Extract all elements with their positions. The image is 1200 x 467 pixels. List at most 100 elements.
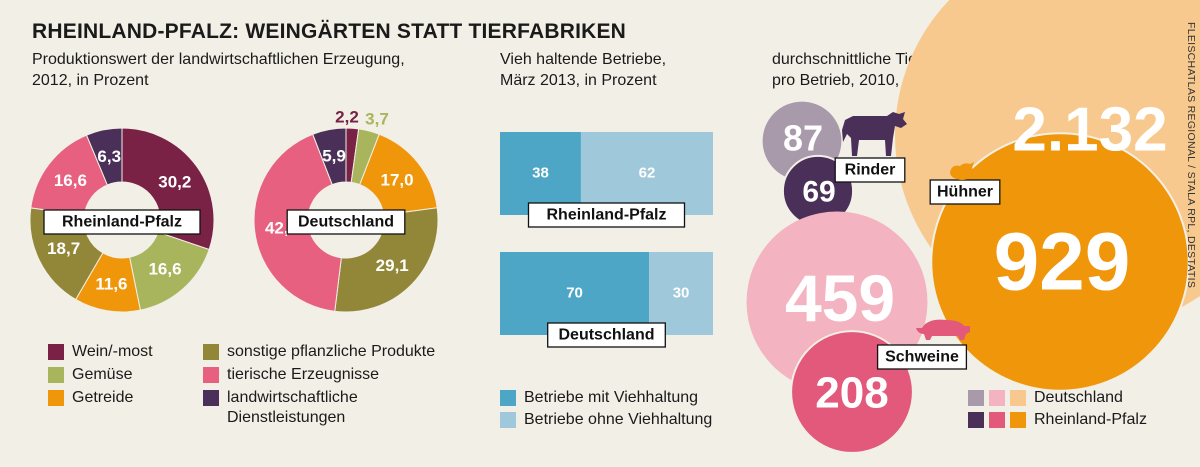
donut-title-deutschland-text: Deutschland <box>298 214 394 231</box>
chicken-icon <box>950 162 974 180</box>
legend-swatch-de-pigs <box>989 390 1005 406</box>
donut-value-rheinland-pfalz-wein-most: 30,2 <box>158 173 191 192</box>
bubble-group-label-schweine: Schweine <box>876 344 968 370</box>
legend-swatch-animal-products <box>203 367 219 383</box>
legend-swatch-rp-cattle <box>968 412 984 428</box>
page-title: RHEINLAND-PFALZ: WEINGÄRTEN STATT TIERFA… <box>32 20 627 43</box>
bubble-value-deutschland-display-rinder: 87 <box>783 118 823 159</box>
legend-label-with-livestock: Betriebe mit Viehhaltung <box>524 389 699 406</box>
panel1-subtitle-line2: 2012, in Prozent <box>32 72 149 89</box>
bar-category-deutschland: Deutschland <box>547 322 666 348</box>
legend-item-grain: Getreide <box>48 388 198 408</box>
legend-item-wine: Wein/-most <box>48 342 198 362</box>
legend-label-other-plants: sonstige pflanzliche Produkte <box>227 343 436 360</box>
donut-value-rheinland-pfalz-tierische-erzeugnisse: 16,6 <box>54 171 87 190</box>
donut-value-deutschland-sonstige-pflanzliche-produkte: 29,1 <box>376 256 409 275</box>
legend-item-vegetables: Gemüse <box>48 365 198 385</box>
bubble-group-label-rinder-box <box>834 157 906 183</box>
legend-swatch-grain <box>48 390 64 406</box>
bubble-group-label-h-hner-box <box>929 179 1001 205</box>
donut-slice-deutschland-getreide <box>359 133 438 216</box>
legend-swatch-vegetables <box>48 367 64 383</box>
bar-value-deutschland-betriebe-ohne-viehhaltung: 30 <box>673 285 690 302</box>
bubble-group-label-rinder-text: Rinder <box>845 162 896 179</box>
legend-swatch-de-cattle <box>968 390 984 406</box>
donut-value-rheinland-pfalz-sonstige-pflanzliche-produkte: 18,7 <box>47 239 80 258</box>
legend-swatch-with-livestock <box>500 390 516 406</box>
donut-value-rheinland-pfalz-gem-se: 16,6 <box>148 259 181 278</box>
legend-swatch-de-chicken <box>1010 390 1026 406</box>
panel2-subtitle-line1: Vieh haltende Betriebe, <box>500 51 667 68</box>
legend-item-without-livestock: Betriebe ohne Viehhaltung <box>500 410 730 430</box>
bubble-value-deutschland-display-h-hner: 2.132 <box>1012 96 1167 165</box>
donut-slice-rheinland-pfalz-tierische-erzeugnisse <box>30 134 109 216</box>
bar-rheinland-pfalz-betriebe-ohne-viehhaltung <box>580 132 713 215</box>
legend-label-rheinland-pfalz: Rheinland-Pfalz <box>1034 411 1147 428</box>
donut-slice-rheinland-pfalz-landwirtschaftliche-dienstleistungen <box>85 127 123 186</box>
legend-label-services: landwirtschaftliche Dienstleistungen <box>227 389 358 426</box>
chicken-icon-shape <box>950 162 974 180</box>
legend-swatch-rp-chicken <box>1010 412 1026 428</box>
panel2-subtitle: Vieh haltende Betriebe, März 2013, in Pr… <box>500 49 666 91</box>
bar-value-deutschland-betriebe-mit-viehhaltung: 70 <box>566 285 583 302</box>
donut-title-rheinland-pfalz-box <box>43 209 201 235</box>
donut-slice-deutschland-landwirtschaftliche-dienstleistungen <box>312 127 347 186</box>
legend-item-animal-products: tierische Erzeugnisse <box>203 365 453 385</box>
source-credit: FLEISCHATLAS REGIONAL / STALA RPL, DESTA… <box>1185 22 1197 289</box>
bar-category-deutschland-text: Deutschland <box>558 327 654 344</box>
legend-swatch-without-livestock <box>500 412 516 428</box>
legend-swatch-wine <box>48 344 64 360</box>
legend-item-with-livestock: Betriebe mit Viehhaltung <box>500 388 730 408</box>
bubble-value-rheinland-pfalz-display-rinder: 69 <box>802 176 835 209</box>
bar-category-rheinland-pfalz-box <box>527 202 686 228</box>
legend-label-vegetables: Gemüse <box>72 366 133 383</box>
donut-slice-deutschland-sonstige-pflanzliche-produkte <box>334 207 439 313</box>
bar-category-deutschland-box <box>547 322 666 348</box>
bubble-group-label-schweine-text: Schweine <box>885 349 959 366</box>
donut-value-deutschland-landwirtschaftliche-dienstleistungen: 5,9 <box>322 147 346 166</box>
bubble-group-label-rinder: Rinder <box>834 157 906 183</box>
bar-deutschland-betriebe-mit-viehhaltung <box>500 252 650 335</box>
legend-label-deutschland: Deutschland <box>1034 389 1123 406</box>
donut-value-deutschland-wein-most: 2,2 <box>335 108 359 127</box>
legend-label-animal-products: tierische Erzeugnisse <box>227 366 380 383</box>
legend-item-rheinland-pfalz: Rheinland-Pfalz <box>968 410 1147 430</box>
panel1-subtitle: Produktionswert der landwirtschaftlichen… <box>32 49 405 91</box>
bubble-value-rheinland-pfalz-display-schweine: 208 <box>815 369 888 418</box>
donut-value-deutschland-getreide: 17,0 <box>381 170 414 189</box>
bar-rheinland-pfalz-betriebe-mit-viehhaltung <box>500 132 581 215</box>
donut-value-deutschland-gem-se: 3,7 <box>365 110 389 129</box>
bar-deutschland-betriebe-ohne-viehhaltung <box>649 252 713 335</box>
bubble-group-label-schweine-box <box>876 344 968 370</box>
bar-category-rheinland-pfalz-text: Rheinland-Pfalz <box>546 207 666 224</box>
donut-title-deutschland-box <box>286 209 406 235</box>
legend-swatch-other-plants <box>203 344 219 360</box>
legend-item-deutschland: Deutschland <box>968 388 1123 408</box>
legend-swatch-rp-pigs <box>989 412 1005 428</box>
donut-slice-rheinland-pfalz-gem-se <box>128 231 210 311</box>
bubble-group-label-h-hner-text: Hühner <box>937 184 993 201</box>
bar-value-rheinland-pfalz-betriebe-mit-viehhaltung: 38 <box>532 165 549 182</box>
donut-title-rheinland-pfalz-text: Rheinland-Pfalz <box>62 214 182 231</box>
panel2-subtitle-line2: März 2013, in Prozent <box>500 72 657 89</box>
donut-title-deutschland: Deutschland <box>286 209 406 235</box>
bar-category-rheinland-pfalz: Rheinland-Pfalz <box>527 202 686 228</box>
legend-label-grain: Getreide <box>72 389 134 406</box>
donut-value-rheinland-pfalz-landwirtschaftliche-dienstleistungen: 6,3 <box>97 147 121 166</box>
legend-label-wine: Wein/-most <box>72 343 153 360</box>
legend-label-without-livestock: Betriebe ohne Viehhaltung <box>524 411 713 428</box>
cow-icon-shape <box>842 112 907 156</box>
pig-icon <box>916 319 970 340</box>
bubble-group-label-h-hner: Hühner <box>929 179 1001 205</box>
donut-title-rheinland-pfalz: Rheinland-Pfalz <box>43 209 201 235</box>
bubble-value-rheinland-pfalz-display-h-hner: 929 <box>994 217 1131 308</box>
pig-icon-shape <box>916 319 970 340</box>
legend-item-other-plants: sonstige pflanzliche Produkte <box>203 342 453 362</box>
cow-icon <box>842 112 907 156</box>
donut-value-rheinland-pfalz-getreide: 11,6 <box>95 275 127 294</box>
legend-swatch-services <box>203 390 219 406</box>
panel1-subtitle-line1: Produktionswert der landwirtschaftlichen… <box>32 51 405 68</box>
panel3-subtitle-line2: pro Betrieb, 2010, Stück <box>772 72 944 89</box>
